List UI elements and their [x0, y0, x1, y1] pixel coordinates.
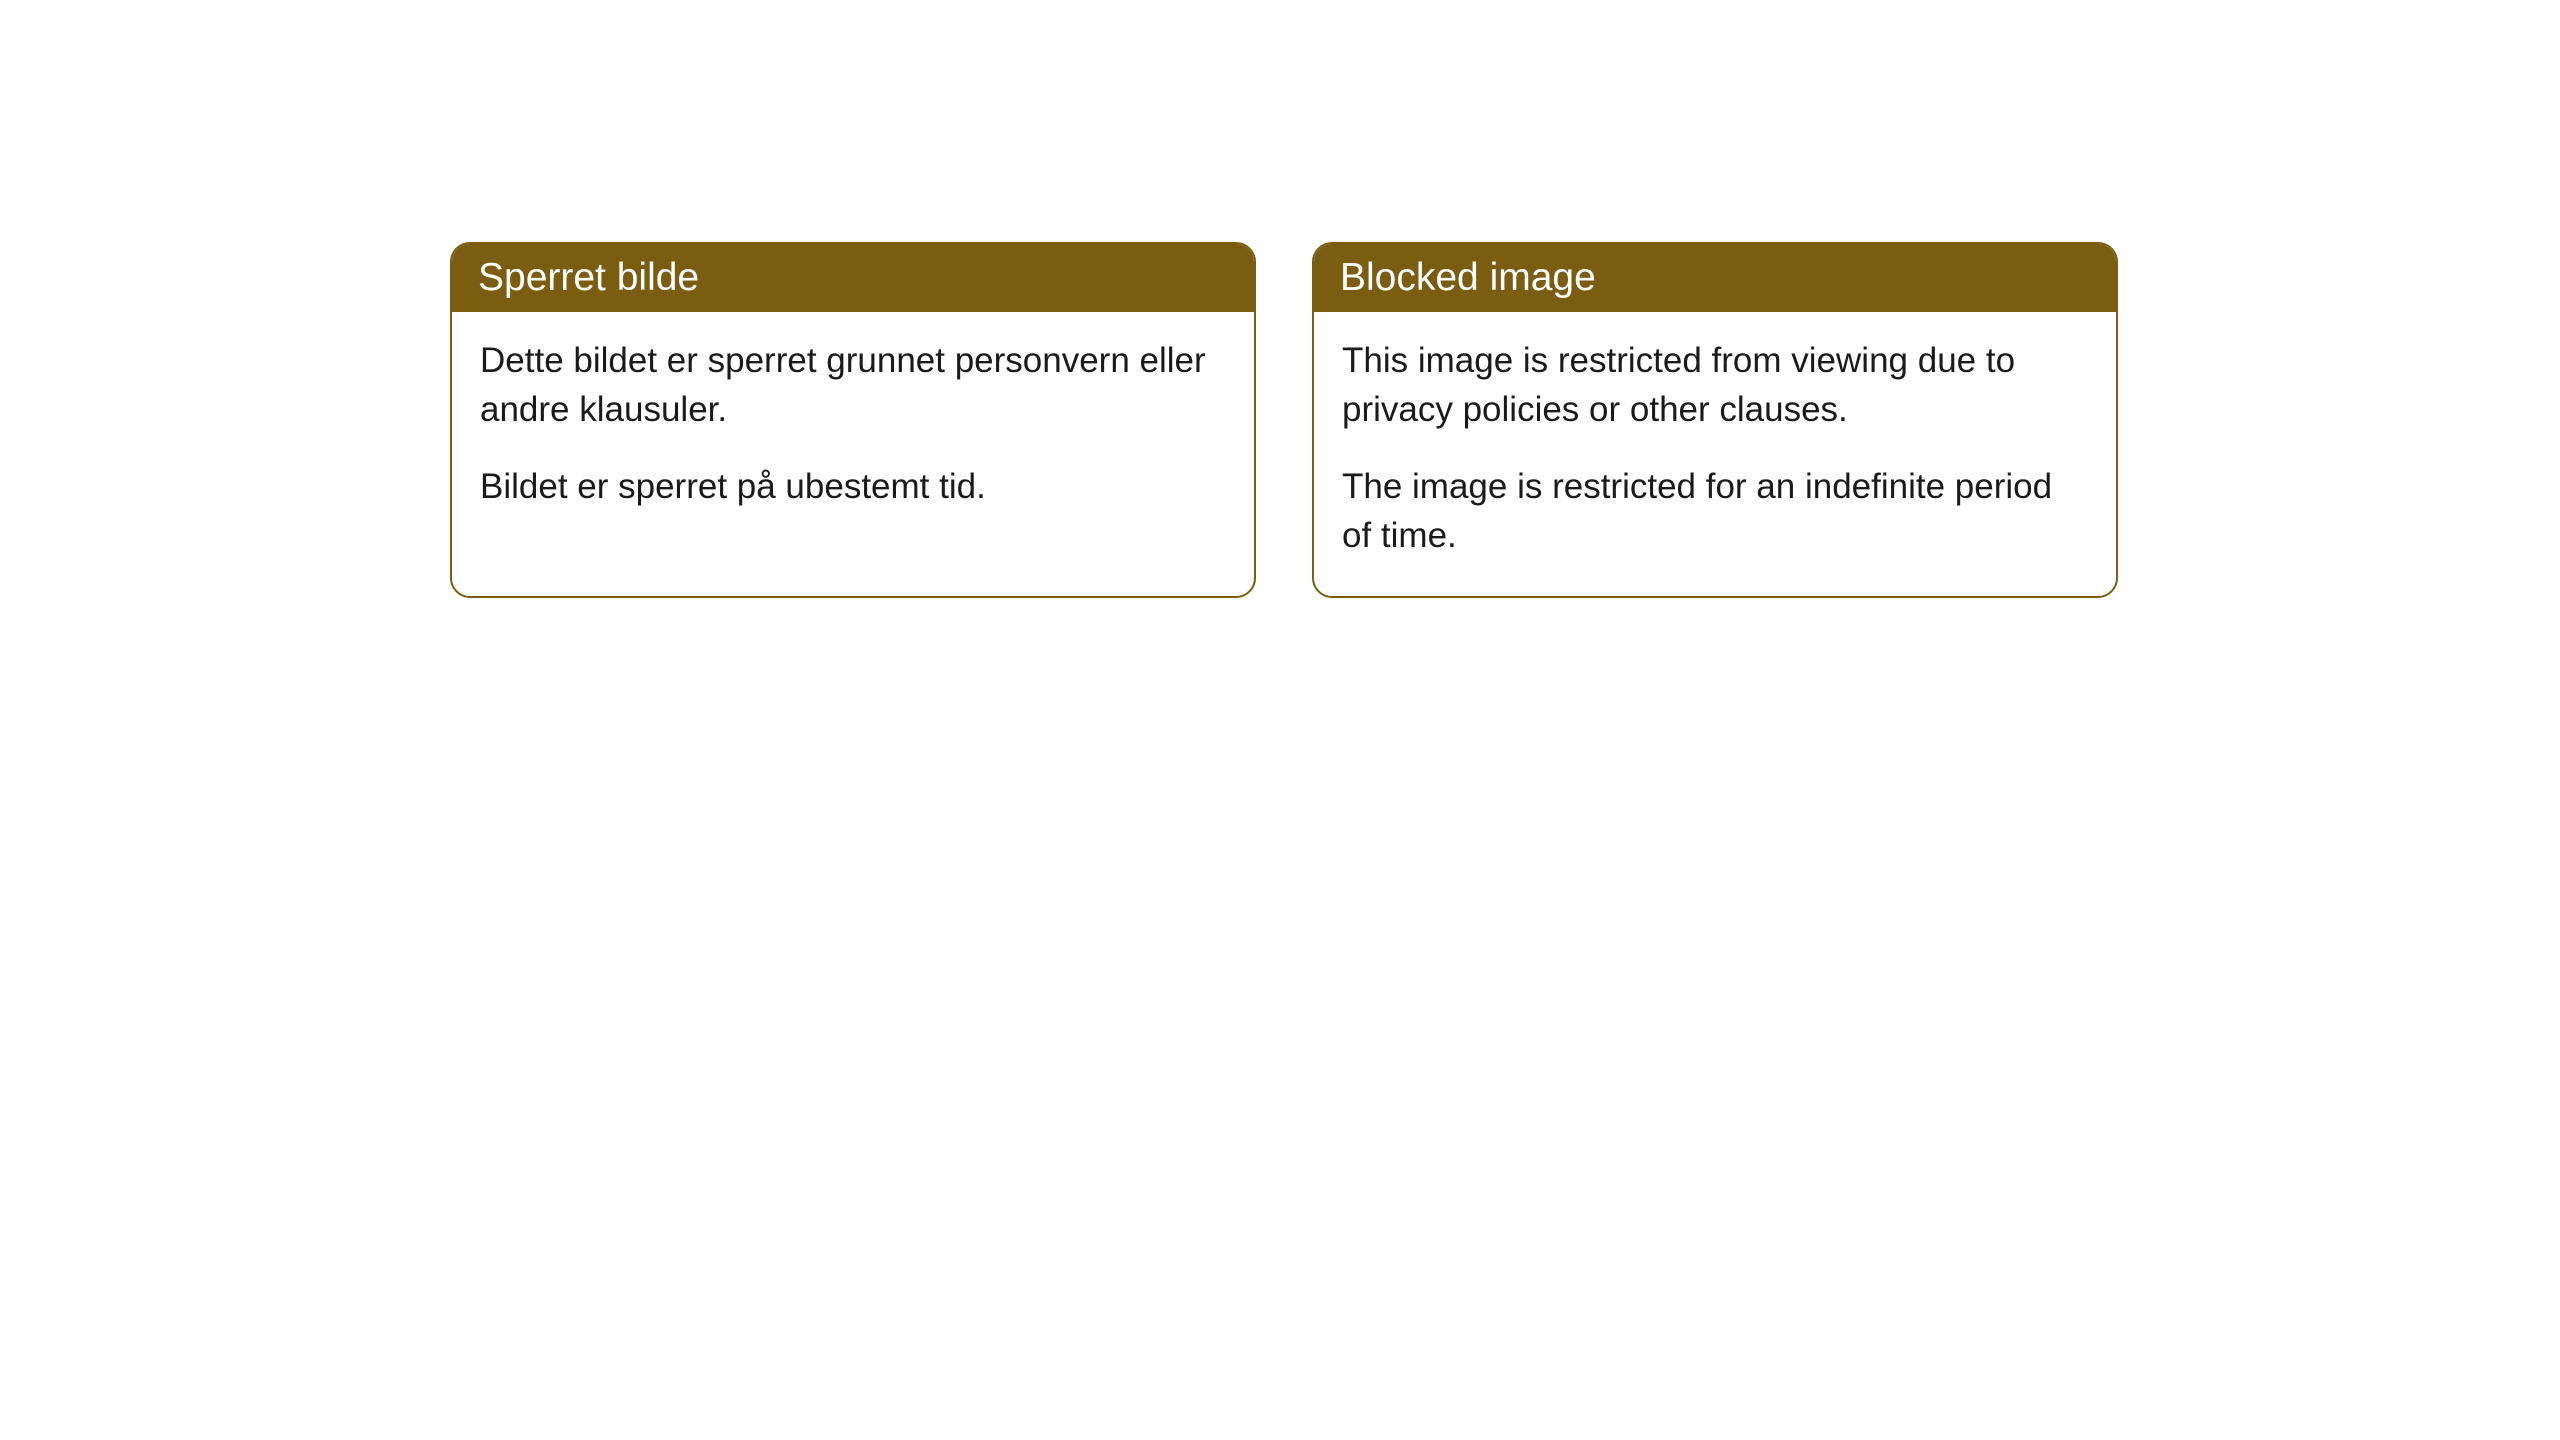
notice-cards-container: Sperret bilde Dette bildet er sperret gr… [450, 242, 2118, 598]
blocked-image-card-norwegian: Sperret bilde Dette bildet er sperret gr… [450, 242, 1256, 598]
card-body: Dette bildet er sperret grunnet personve… [452, 312, 1254, 547]
card-paragraph: The image is restricted for an indefinit… [1342, 462, 2088, 560]
card-header: Blocked image [1314, 244, 2116, 312]
card-title: Blocked image [1340, 256, 1596, 299]
card-title: Sperret bilde [478, 256, 699, 299]
card-paragraph: Bildet er sperret på ubestemt tid. [480, 462, 1226, 511]
card-paragraph: This image is restricted from viewing du… [1342, 336, 2088, 434]
card-paragraph: Dette bildet er sperret grunnet personve… [480, 336, 1226, 434]
blocked-image-card-english: Blocked image This image is restricted f… [1312, 242, 2118, 598]
card-header: Sperret bilde [452, 244, 1254, 312]
card-body: This image is restricted from viewing du… [1314, 312, 2116, 596]
